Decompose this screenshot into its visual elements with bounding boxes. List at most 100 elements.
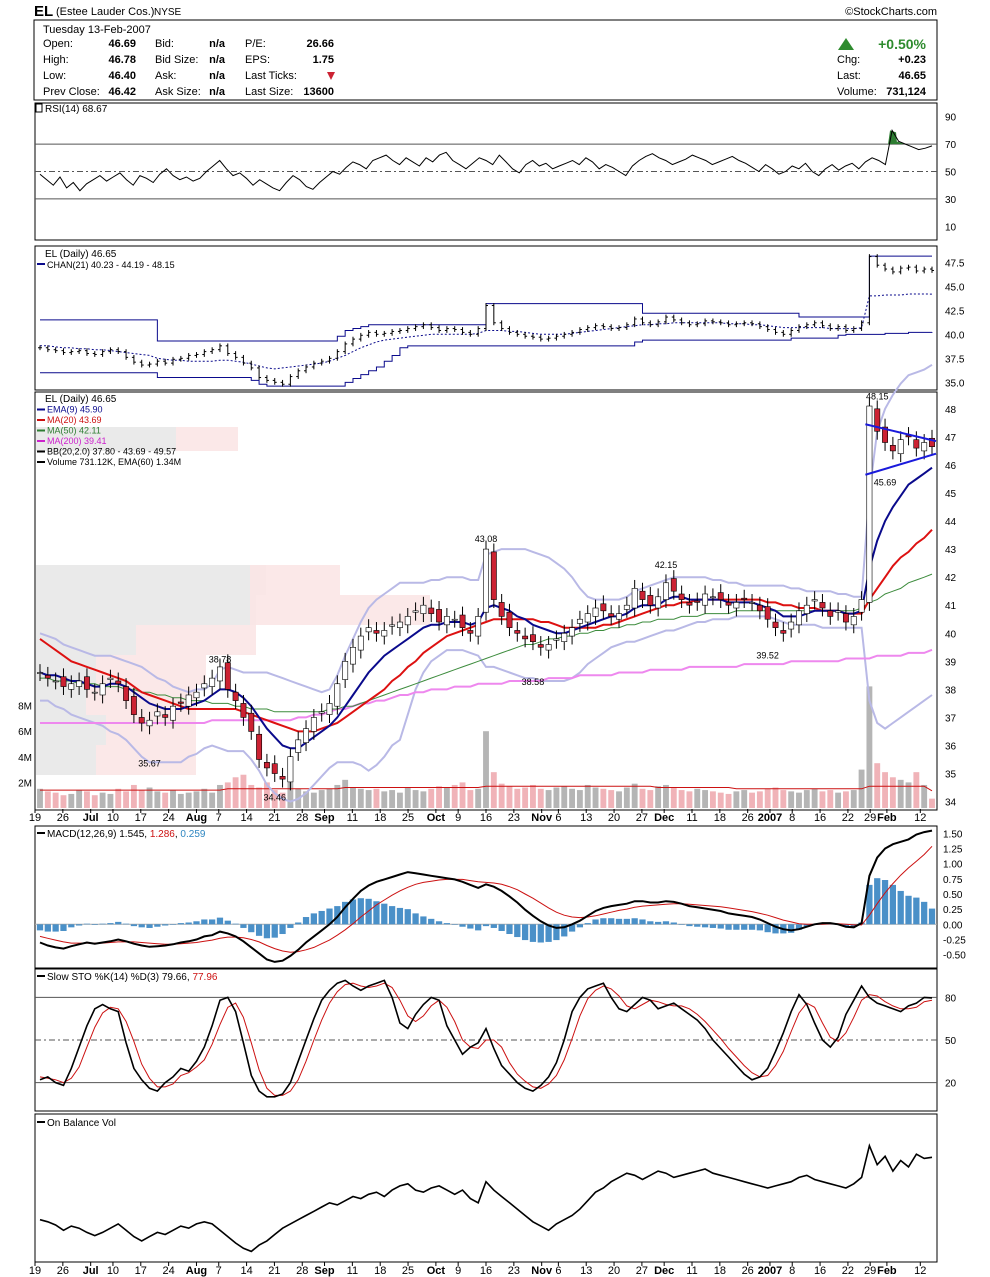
x-tick-label: 11 bbox=[347, 1265, 358, 1277]
candle-body bbox=[193, 691, 200, 699]
candle-body bbox=[850, 616, 857, 626]
x-axis-bottom: 19 26 Jul 10 17 24 Aug 7 14 21 28 Sep 11 18 25 Oct 9 16 23… bbox=[29, 1262, 926, 1277]
macd-histogram-bar bbox=[263, 924, 271, 939]
volume-bar bbox=[929, 798, 935, 808]
price-y-tick: 34 bbox=[945, 798, 957, 809]
x-tick-label: 24 bbox=[163, 1265, 175, 1277]
macd-histogram-bar bbox=[576, 924, 584, 928]
candle-body bbox=[882, 426, 888, 443]
quote-mid-key: Bid: bbox=[155, 38, 174, 50]
x-tick-label: Oct bbox=[427, 1265, 446, 1277]
candle-body bbox=[310, 717, 317, 732]
volume-bar bbox=[256, 787, 263, 808]
price-annotation: 38.78 bbox=[209, 654, 232, 664]
x-tick-label: Feb bbox=[877, 1265, 897, 1277]
x-tick-label: Dec bbox=[654, 812, 674, 824]
macd-histogram-bar bbox=[889, 884, 897, 925]
candle-body bbox=[717, 592, 724, 600]
macd-histogram-bar bbox=[451, 924, 458, 925]
macd-histogram-bar bbox=[44, 924, 51, 932]
x-tick-label: 14 bbox=[240, 1265, 252, 1277]
candle-body bbox=[68, 683, 75, 690]
bb-lower-line bbox=[40, 615, 933, 803]
macd-histogram-bar bbox=[639, 919, 646, 925]
macd-histogram-bar bbox=[201, 919, 208, 925]
candle-body bbox=[240, 703, 247, 718]
price-annotation: 43.08 bbox=[475, 534, 498, 544]
macd-label: MACD(12,26,9) 1.545, 1.286, 0.259 bbox=[47, 829, 206, 840]
volume-bar bbox=[647, 790, 654, 808]
macd-histogram-bar bbox=[404, 909, 411, 925]
candle-body bbox=[819, 602, 826, 609]
x-tick-label: 6 bbox=[555, 1265, 561, 1277]
candle-body bbox=[373, 630, 380, 634]
channel-y-tick: 47.5 bbox=[945, 258, 965, 269]
x-tick-label: Nov bbox=[531, 812, 553, 824]
price-y-tick: 39 bbox=[945, 657, 957, 668]
candle-body bbox=[913, 439, 920, 449]
macd-histogram-bar bbox=[748, 924, 756, 930]
x-tick-label: 13 bbox=[580, 812, 592, 824]
candle-body bbox=[232, 691, 239, 701]
candle-body bbox=[52, 680, 59, 683]
x-tick-label: 21 bbox=[268, 812, 280, 824]
volume-by-price-bar bbox=[106, 715, 196, 745]
volume-bar bbox=[201, 788, 208, 808]
volume-bar bbox=[185, 792, 192, 808]
channel-y-tick: 42.5 bbox=[945, 306, 965, 317]
x-tick-label: 29 bbox=[864, 1265, 876, 1277]
quote-mid-key: Ask Size: bbox=[155, 86, 201, 98]
macd-histogram-bar bbox=[615, 918, 623, 925]
candle-body bbox=[600, 603, 607, 612]
macd-histogram-bar bbox=[670, 922, 677, 925]
volume-bar bbox=[436, 786, 442, 808]
macd-histogram-bar bbox=[388, 906, 396, 925]
volume-bar bbox=[428, 788, 435, 808]
volume-bar bbox=[177, 793, 184, 808]
x-tick-label: 10 bbox=[107, 1265, 119, 1277]
x-tick-label: 22 bbox=[842, 812, 854, 824]
candle-body bbox=[217, 666, 223, 682]
x-tick-label: 7 bbox=[216, 812, 222, 824]
price-y-tick: 42 bbox=[945, 573, 957, 584]
quote-mid-key: Ask: bbox=[155, 70, 176, 82]
volume-bar bbox=[835, 792, 842, 808]
quote-far-key: Chg: bbox=[837, 54, 860, 66]
volume-bar bbox=[537, 788, 544, 808]
candle-body bbox=[490, 551, 497, 600]
x-tick-label: 26 bbox=[742, 812, 754, 824]
obv-panel-frame bbox=[34, 1113, 938, 1263]
candle-body bbox=[530, 634, 536, 642]
volume-bar bbox=[115, 788, 122, 808]
volume-by-price-bar bbox=[96, 655, 206, 685]
volume-bar bbox=[545, 790, 552, 808]
sto-k-line bbox=[39, 979, 933, 1098]
candle-body bbox=[553, 638, 560, 641]
x-tick-label: 23 bbox=[508, 812, 520, 824]
price-legend-label: BB(20,2.0) 37.80 - 43.69 - 49.57 bbox=[47, 447, 176, 457]
volume-bar bbox=[553, 787, 560, 808]
volume-bar bbox=[576, 790, 583, 808]
volume-bar bbox=[889, 777, 896, 808]
macd-histogram-bar bbox=[381, 903, 388, 925]
quote-table: Open: 46.69 High: 46.78 Low: 46.40 Prev Close:… bbox=[43, 38, 927, 98]
volume-by-price-bar bbox=[136, 625, 256, 655]
macd-histogram-bar bbox=[498, 924, 505, 931]
rsi-y-tick: 30 bbox=[945, 195, 957, 206]
candle-body bbox=[475, 616, 482, 637]
macd-histogram-bar bbox=[459, 924, 466, 927]
candle-body bbox=[381, 630, 388, 637]
macd-histogram-bar bbox=[467, 924, 474, 929]
x-tick-label: Jul bbox=[83, 812, 99, 824]
quote-far-key: Volume: bbox=[837, 86, 877, 98]
x-tick-label: 16 bbox=[480, 1265, 492, 1277]
price-legend-label: MA(200) 39.41 bbox=[47, 436, 107, 446]
macd-histogram-bar bbox=[240, 924, 247, 928]
volume-bar bbox=[717, 792, 724, 808]
channel-title: EL (Daily) 46.65 bbox=[45, 249, 117, 260]
candle-body bbox=[107, 677, 114, 680]
volume-bar bbox=[68, 793, 75, 808]
x-tick-label: 28 bbox=[296, 812, 308, 824]
x-tick-label: 11 bbox=[347, 812, 358, 824]
